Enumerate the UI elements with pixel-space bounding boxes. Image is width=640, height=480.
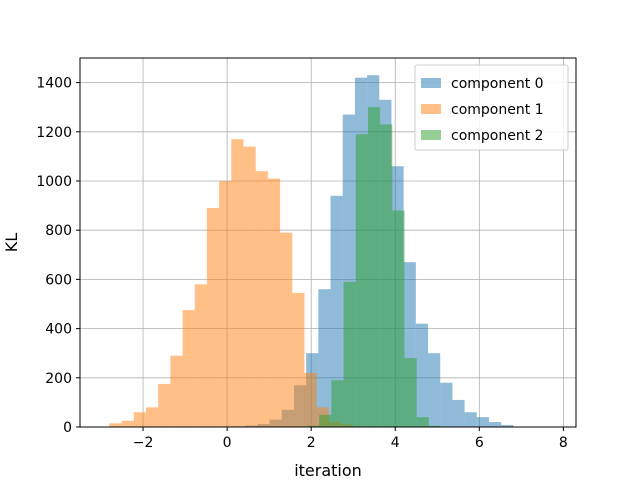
histogram-bar [392, 210, 405, 427]
x-axis-label: iteration [294, 461, 362, 480]
histogram-bar [330, 195, 343, 427]
histogram-bar [231, 139, 244, 427]
histogram-bar [206, 208, 220, 427]
series-1-bars [109, 139, 354, 427]
histogram-bar [267, 178, 281, 427]
histogram-bar [415, 323, 429, 427]
histogram-bar [145, 407, 159, 427]
histogram-bar [170, 355, 183, 427]
legend-label: component 2 [451, 128, 544, 144]
plot-frame [79, 57, 577, 428]
histogram-bar [304, 372, 317, 427]
y-tick-label: 1000 [36, 174, 72, 190]
histogram-bar [452, 399, 465, 427]
histogram-bar [428, 353, 441, 427]
histogram-bar [219, 181, 232, 427]
y-tick-label: 0 [63, 420, 72, 436]
histogram-bar [464, 412, 477, 427]
grid-lines [80, 58, 576, 428]
histogram-bars [109, 75, 514, 428]
x-tick-label: 0 [223, 435, 232, 451]
histogram-bar [331, 380, 344, 427]
histogram-bar [501, 425, 514, 427]
x-tick-label: 4 [391, 435, 400, 451]
histogram-bar [380, 124, 393, 428]
legend-swatch [421, 104, 441, 114]
y-tick-label: 1400 [36, 76, 72, 92]
histogram-bar [243, 146, 256, 427]
y-axis-label: KL [2, 233, 21, 252]
histogram-bar [182, 310, 195, 427]
histogram-bar [133, 412, 146, 427]
x-tick-label: −2 [133, 435, 154, 451]
histogram-bar [476, 417, 489, 427]
legend-label: component 0 [451, 76, 544, 92]
x-tick-label: 2 [307, 435, 316, 451]
histogram-bar [319, 414, 332, 427]
legend-label: component 1 [451, 102, 544, 118]
y-tick-label: 600 [45, 272, 72, 288]
histogram-bar [404, 358, 417, 427]
histogram-bar [440, 382, 453, 427]
histogram-bar [255, 171, 268, 427]
histogram-bar [428, 425, 442, 427]
histogram-bar [318, 289, 331, 427]
y-tick-label: 800 [45, 223, 72, 239]
y-tick-label: 400 [45, 322, 72, 338]
legend-swatch [421, 78, 441, 88]
histogram-bar [194, 284, 207, 427]
histogram-bar [355, 134, 368, 427]
histogram-bar [158, 383, 171, 427]
histogram-bar [416, 417, 429, 427]
histogram-bar [280, 232, 293, 427]
y-axis-ticks: 0 200 400 600 800 1000 1200 1400 [36, 76, 80, 436]
legend-swatch [421, 130, 441, 140]
legend: component 0 component 1 component 2 [414, 64, 569, 151]
histogram-bar [121, 420, 134, 427]
y-tick-label: 200 [45, 371, 72, 387]
histogram-bar [488, 422, 502, 427]
x-tick-label: 8 [559, 435, 568, 451]
x-tick-label: 6 [475, 435, 484, 451]
series-2-bars [306, 107, 442, 428]
histogram-bar [306, 425, 320, 427]
histogram-bar [343, 281, 356, 427]
y-tick-label: 1200 [36, 125, 72, 141]
histogram-bar [292, 292, 305, 427]
histogram-bar [367, 107, 381, 427]
x-axis-ticks: −2 0 2 4 6 8 [133, 427, 568, 451]
legend-box [414, 64, 569, 151]
histogram-bar [109, 423, 122, 427]
